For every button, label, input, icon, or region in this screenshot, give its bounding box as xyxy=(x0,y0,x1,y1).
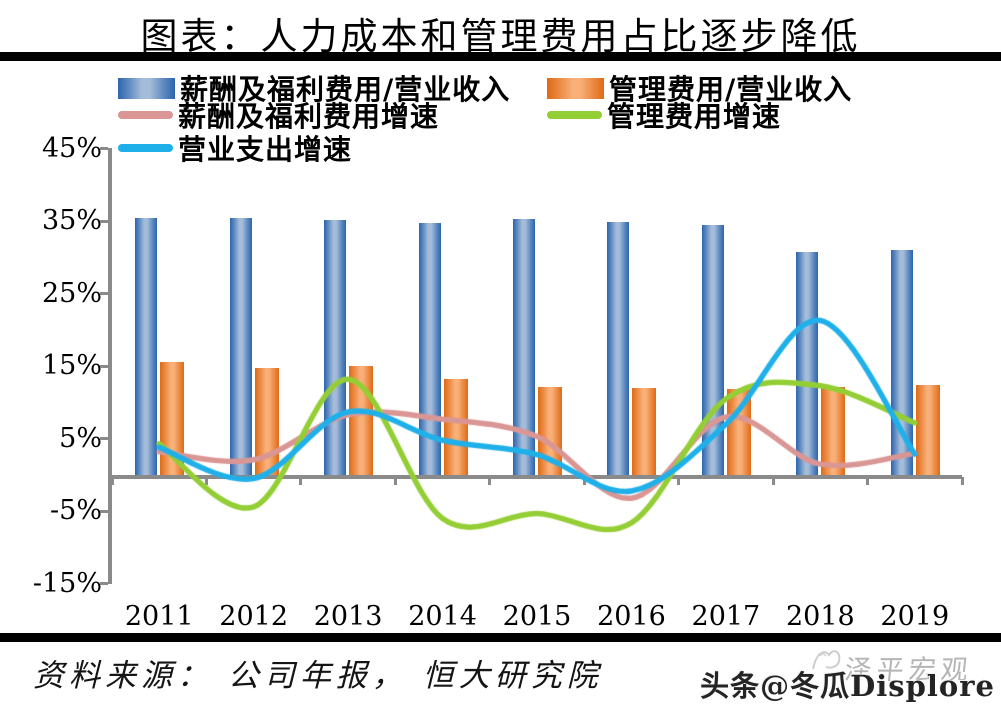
legend-label: 薪酬及福利费用增速 xyxy=(178,100,440,133)
legend-item-salary-ratio: 薪酬及福利费用/营业收入 xyxy=(118,68,510,108)
x-axis-tick-label: 2011 xyxy=(124,601,194,632)
legend-label: 薪酬及福利费用/营业收入 xyxy=(180,73,511,106)
y-axis-line xyxy=(108,148,112,584)
y-axis-tick xyxy=(100,292,108,296)
legend-label: 营业支出增速 xyxy=(178,133,353,166)
legend-item-opex-growth: 营业支出增速 xyxy=(118,128,352,168)
plot-area: 45% 35% 25% 15% 5% -5% -15% 2011 2012 2013 2014 20… xyxy=(32,132,964,632)
legend: 薪酬及福利费用/营业收入 管理费用/营业收入 薪酬及福利费用增速 管理费用增速 … xyxy=(0,0,1001,166)
legend-blue-bar-swatch-icon xyxy=(118,77,175,99)
legend-item-admin-growth: 管理费用增速 xyxy=(547,95,781,135)
y-axis-tick xyxy=(100,364,108,368)
y-axis-tick xyxy=(100,147,108,151)
y-axis-tick xyxy=(100,582,108,586)
legend-label: 管理费用/营业收入 xyxy=(609,73,853,106)
x-axis-tick xyxy=(960,477,964,485)
source-note: 资料来源： 公司年报， 恒大研究院 xyxy=(33,658,603,694)
y-axis-tick-label: 15% xyxy=(41,350,102,382)
y-axis-tick-label: 45% xyxy=(41,132,102,164)
x-axis-tick-label: 2017 xyxy=(691,601,761,632)
x-axis-tick-label: 2015 xyxy=(502,601,572,632)
watermark-logo-icon xyxy=(812,650,841,670)
x-axis-tick-label: 2018 xyxy=(785,601,855,632)
legend-label: 管理费用增速 xyxy=(607,100,782,133)
y-axis-tick-label: -15% xyxy=(32,567,102,599)
legend-item-admin-ratio: 管理费用/营业收入 xyxy=(547,68,852,108)
legend-pink-line-swatch-icon xyxy=(118,111,173,119)
x-axis-tick-label: 2013 xyxy=(313,601,383,632)
y-axis-tick xyxy=(100,219,108,223)
x-axis-tick-label: 2012 xyxy=(219,601,289,632)
y-axis-tick xyxy=(100,509,108,513)
bottom-divider xyxy=(0,633,1001,642)
y-axis-tick-label: 25% xyxy=(41,277,102,309)
y-axis-tick-label: 35% xyxy=(41,205,102,237)
legend-item-salary-growth: 薪酬及福利费用增速 xyxy=(118,95,439,135)
chart-lines-canvas xyxy=(112,148,962,584)
legend-orange-bar-swatch-icon xyxy=(547,77,604,99)
y-axis-tick-label: -5% xyxy=(50,495,102,527)
chart-title: 图表：人力成本和管理费用占比逐步降低 xyxy=(140,15,861,58)
y-axis-tick-label: 5% xyxy=(59,422,102,454)
legend-green-line-swatch-icon xyxy=(547,111,602,119)
x-axis-tick-label: 2019 xyxy=(880,601,950,632)
y-axis-tick xyxy=(100,437,108,441)
watermark-toutiao: 头条@冬瓜Displore xyxy=(700,669,995,703)
top-divider xyxy=(0,52,1001,61)
x-axis-tick-label: 2014 xyxy=(408,601,477,632)
legend-cyan-line-swatch-icon xyxy=(118,144,173,152)
x-axis-tick-label: 2016 xyxy=(597,601,666,632)
